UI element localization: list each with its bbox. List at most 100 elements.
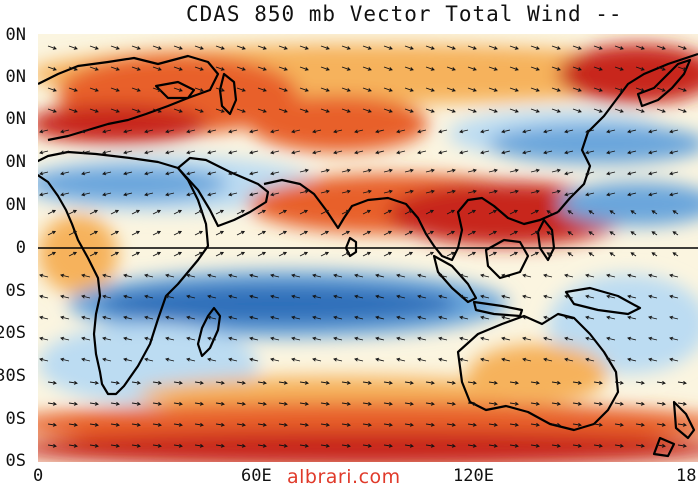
lat-label-10s: 0S (5, 281, 26, 301)
wind-arrow (236, 401, 246, 406)
wind-arrow (509, 108, 519, 113)
shade-trades-core (98, 284, 458, 324)
wind-arrow (228, 294, 238, 299)
wind-arrow (375, 273, 385, 278)
wind-arrow (299, 209, 309, 215)
wind-arrow (467, 45, 477, 50)
wind-arrow (131, 45, 141, 50)
wind-arrow (299, 422, 309, 427)
wind-arrow (383, 87, 393, 92)
wind-arrow (383, 168, 393, 173)
wind-arrow (383, 401, 393, 406)
wind-arrow (627, 336, 637, 341)
lat-label-20s: 20S (0, 323, 26, 343)
wind-arrow (467, 209, 477, 215)
wind-arrow (480, 294, 490, 299)
wind-arrow (68, 209, 78, 215)
wind-arrow (614, 422, 624, 427)
wind-arrow (152, 251, 162, 257)
wind-arrow (530, 401, 540, 406)
wind-arrow (446, 189, 456, 194)
wind-arrow (543, 357, 553, 362)
wind-arrow (572, 87, 582, 92)
wind-arrow (123, 273, 133, 278)
wind-arrow (215, 230, 225, 236)
lat-label-30s: 30S (0, 366, 26, 386)
wind-arrow (68, 422, 78, 427)
wind-arrow (648, 315, 658, 320)
wind-arrow (60, 357, 70, 362)
wind-arrow (354, 150, 364, 155)
wind-arrow (89, 209, 99, 215)
shade-west-africa (38, 214, 118, 294)
wind-arrow (60, 150, 70, 155)
wind-arrow (438, 150, 448, 155)
wind-arrow (501, 357, 511, 362)
wind-arrow (68, 87, 78, 92)
shade-subtropic-pacific-core (488, 124, 698, 164)
wind-arrow (81, 129, 91, 134)
wind-arrow (278, 45, 288, 50)
wind-arrow (165, 273, 175, 278)
wind-arrow (102, 171, 112, 176)
wind-arrow (333, 336, 343, 341)
wind-arrow (333, 294, 343, 299)
wind-arrow (144, 357, 154, 362)
wind-arrow (572, 401, 582, 406)
caspian-coastline (218, 72, 238, 116)
wind-arrow (677, 380, 687, 385)
wind-arrow (530, 108, 540, 113)
wind-arrow (291, 129, 301, 134)
wind-arrow (543, 129, 553, 134)
wind-arrow (627, 357, 637, 362)
wind-arrow (425, 108, 435, 113)
wind-arrow (530, 380, 540, 385)
wind-arrow (186, 129, 196, 134)
wind-arrow (488, 87, 498, 92)
wind-arrow (207, 171, 217, 176)
wind-arrow (396, 357, 406, 362)
wind-arrow (588, 210, 595, 215)
wind-arrow (593, 422, 603, 427)
wind-arrow (588, 252, 595, 257)
wind-arrow (123, 129, 133, 134)
wind-arrow (215, 209, 225, 215)
wind-arrow (102, 192, 112, 197)
wind-arrow (270, 192, 280, 197)
wind-arrow (207, 192, 217, 197)
wind-arrow (614, 443, 624, 448)
wind-arrow (567, 231, 574, 236)
wind-arrow (585, 129, 595, 134)
wind-arrow (669, 129, 679, 134)
wind-arrow (320, 168, 330, 173)
wind-arrow (585, 336, 595, 341)
wind-arrow (257, 422, 267, 427)
wind-arrow (89, 401, 99, 406)
wind-arrow (609, 231, 616, 236)
wind-arrow (614, 380, 624, 385)
wind-arrow (320, 45, 330, 50)
wind-arrow (186, 171, 196, 176)
wind-arrow (236, 230, 246, 236)
wind-arrow (614, 108, 624, 113)
wind-arrow (341, 108, 351, 113)
wind-arrow (467, 401, 477, 406)
wind-arrow (341, 230, 351, 236)
wind-arrow (467, 168, 477, 173)
wind-arrow (257, 380, 267, 385)
wind-arrow (480, 336, 490, 341)
wind-arrow (375, 315, 385, 320)
wind-arrow (194, 380, 204, 385)
wind-arrow (47, 45, 57, 50)
wind-arrow (89, 108, 99, 113)
lon-label-60e: 60E (241, 466, 272, 486)
wind-arrow (207, 357, 217, 362)
wind-arrow (152, 401, 162, 406)
wind-arrow (375, 357, 385, 362)
wind-arrow (425, 168, 435, 173)
wind-arrow (215, 87, 225, 92)
shade-mediterranean-jet (38, 104, 208, 144)
wind-arrow (362, 108, 372, 113)
wind-arrow (383, 108, 393, 113)
wind-arrow (677, 87, 687, 92)
